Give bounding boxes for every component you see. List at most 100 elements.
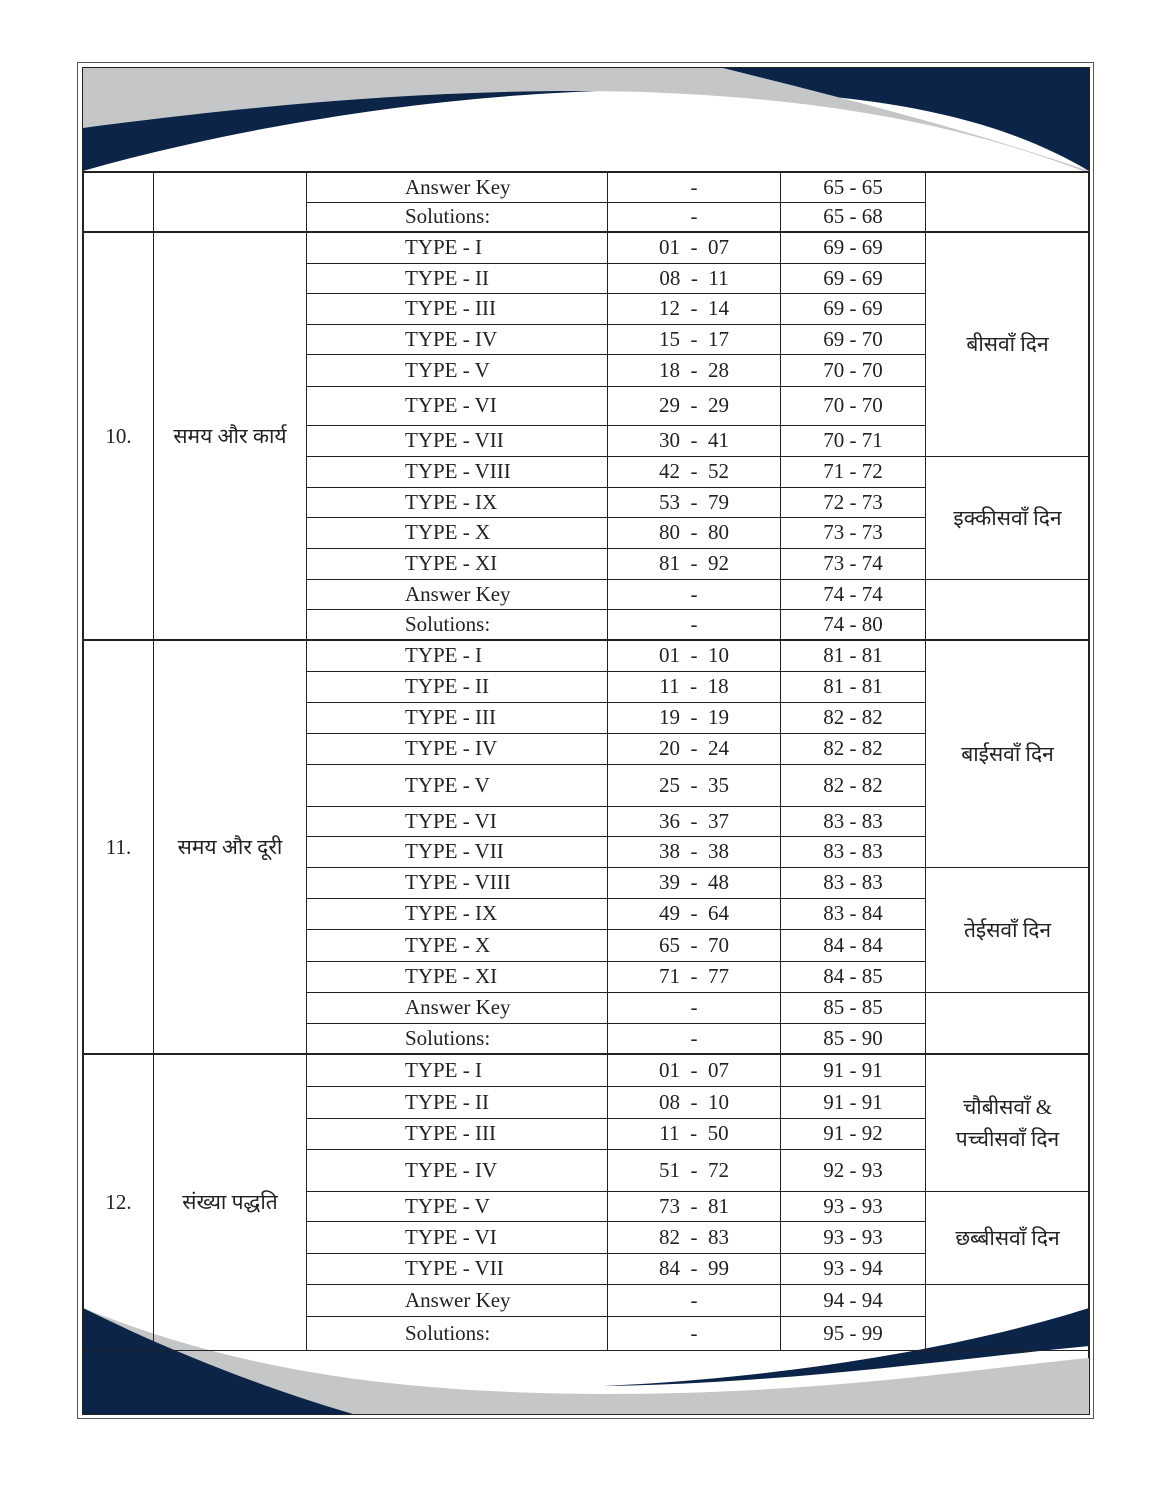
type-label: Answer Key: [306, 578, 608, 610]
type-label: TYPE - I: [306, 231, 608, 264]
table-row: Answer Key -74 - 74: [84, 578, 1090, 641]
type-label: TYPE - XI: [306, 960, 608, 993]
type-label: Solutions:: [306, 201, 608, 233]
type-label: TYPE - III: [306, 292, 608, 325]
table-row: TYPE - II 08 - 11 69 - 69: [84, 262, 1090, 294]
study-day: तेईसवाँ दिन: [925, 866, 1090, 993]
type-label: TYPE - V: [306, 1190, 608, 1222]
header-wave-decoration: [83, 68, 1089, 171]
type-label: TYPE - VI: [306, 1220, 608, 1254]
page-range: 81 - 81: [780, 639, 926, 672]
study-day: इक्कीसवाँ दिन: [925, 455, 1090, 580]
study-day: बाईसवाँ दिन: [925, 639, 1090, 868]
page-range: 82 - 82: [780, 763, 926, 807]
table-row: TYPE - V 25 - 35 82 - 82: [84, 763, 1090, 807]
page-range: 91 - 91: [780, 1053, 926, 1087]
page-range: 73 - 73: [780, 516, 926, 549]
question-range: 84 - 99: [607, 1252, 781, 1285]
type-label: Solutions:: [306, 1315, 608, 1351]
question-range: -: [607, 991, 781, 1024]
type-label: TYPE - III: [306, 701, 608, 734]
page-range: 91 - 91: [780, 1085, 926, 1119]
question-range: 82 - 83: [607, 1220, 781, 1254]
table-row: Answer Key -85 - 85: [84, 991, 1090, 1055]
question-range: 29 - 29: [607, 385, 781, 426]
question-range: 08 - 11: [607, 262, 781, 294]
table-row: TYPE - VII 38 - 38 83 - 83: [84, 835, 1090, 868]
question-range: 39 - 48: [607, 866, 781, 899]
question-range: 30 - 41: [607, 424, 781, 457]
table-row: TYPE - V 18 - 28 70 - 70: [84, 353, 1090, 387]
page-range: 69 - 69: [780, 292, 926, 325]
table-row: TYPE - II 11 - 18 81 - 81: [84, 670, 1090, 703]
type-label: TYPE - VII: [306, 424, 608, 457]
page-range: 93 - 93: [780, 1190, 926, 1222]
page-range: 83 - 83: [780, 805, 926, 837]
table-row: TYPE - III 19 - 19 82 - 82: [84, 701, 1090, 734]
study-day: बीसवाँ दिन: [925, 231, 1090, 457]
table-row: Answer Key -65 - 65: [83, 171, 1090, 233]
question-range: 73 - 81: [607, 1190, 781, 1222]
question-range: 65 - 70: [607, 928, 781, 962]
question-range: -: [607, 171, 781, 203]
question-range: -: [607, 1315, 781, 1351]
page-range: 92 - 93: [780, 1148, 926, 1192]
question-range: 12 - 14: [607, 292, 781, 325]
type-label: Solutions:: [306, 608, 608, 641]
table-row: TYPE - IV 51 - 72 92 - 93: [84, 1148, 1090, 1192]
table-row: TYPE - VIII 39 - 48 83 - 83 तेईसवाँ दिन: [84, 866, 1090, 993]
type-label: TYPE - IV: [306, 732, 608, 765]
table-row: TYPE - VII 30 - 41 70 - 71: [84, 424, 1090, 457]
type-label: TYPE - IX: [306, 486, 608, 518]
type-label: TYPE - I: [306, 1053, 608, 1087]
table-row: Solutions: -65 - 68: [84, 201, 1090, 233]
question-range: -: [607, 1283, 781, 1317]
study-day: [925, 171, 1090, 233]
question-range: 11 - 18: [607, 670, 781, 703]
table-row: TYPE - III 11 - 50 91 - 92: [84, 1117, 1090, 1150]
page-range: 71 - 72: [780, 455, 926, 488]
study-day: [925, 1283, 1090, 1351]
question-range: 25 - 35: [607, 763, 781, 807]
question-range: 19 - 19: [607, 701, 781, 734]
type-label: TYPE - VII: [306, 835, 608, 868]
chapter-topic: समय और कार्य: [153, 231, 307, 641]
table-row: TYPE - IV 15 - 17 69 - 70: [84, 323, 1090, 355]
page-range: 69 - 69: [780, 262, 926, 294]
question-range: 38 - 38: [607, 835, 781, 868]
chapter-number: 12.: [83, 1053, 154, 1351]
table-row: TYPE - IX 53 - 79 72 - 73: [84, 486, 1090, 518]
type-label: TYPE - II: [306, 1085, 608, 1119]
chapter-number: 10.: [83, 231, 154, 641]
page-range: 84 - 85: [780, 960, 926, 993]
type-label: Solutions:: [306, 1022, 608, 1055]
page-range: 93 - 94: [780, 1252, 926, 1285]
page-range: 83 - 84: [780, 897, 926, 930]
type-label: Answer Key: [306, 1283, 608, 1317]
chapter-number: 11.: [83, 639, 154, 1055]
question-range: 01 - 10: [607, 639, 781, 672]
question-range: 11 - 50: [607, 1117, 781, 1150]
page-range: 65 - 65: [780, 171, 926, 203]
question-range: 15 - 17: [607, 323, 781, 355]
chapter-topic: समय और दूरी: [153, 639, 307, 1055]
table-row: TYPE - IX 49 - 64 83 - 84: [84, 897, 1090, 930]
chapter-topic: [153, 171, 307, 233]
type-label: TYPE - X: [306, 516, 608, 549]
page-range: 70 - 70: [780, 385, 926, 426]
table-row: TYPE - II 08 - 10 91 - 91: [84, 1085, 1090, 1119]
type-label: Answer Key: [306, 171, 608, 203]
table-row: Solutions: -85 - 90: [84, 1022, 1090, 1055]
page-range: 83 - 83: [780, 866, 926, 899]
page-range: 73 - 74: [780, 547, 926, 580]
question-range: 53 - 79: [607, 486, 781, 518]
question-range: 51 - 72: [607, 1148, 781, 1192]
study-day: छब्बीसवाँ दिन: [925, 1190, 1090, 1285]
page-range: 69 - 69: [780, 231, 926, 264]
question-range: 42 - 52: [607, 455, 781, 488]
type-label: TYPE - VII: [306, 1252, 608, 1285]
question-range: -: [607, 608, 781, 641]
page-range: 74 - 80: [780, 608, 926, 641]
type-label: TYPE - V: [306, 763, 608, 807]
question-range: 49 - 64: [607, 897, 781, 930]
